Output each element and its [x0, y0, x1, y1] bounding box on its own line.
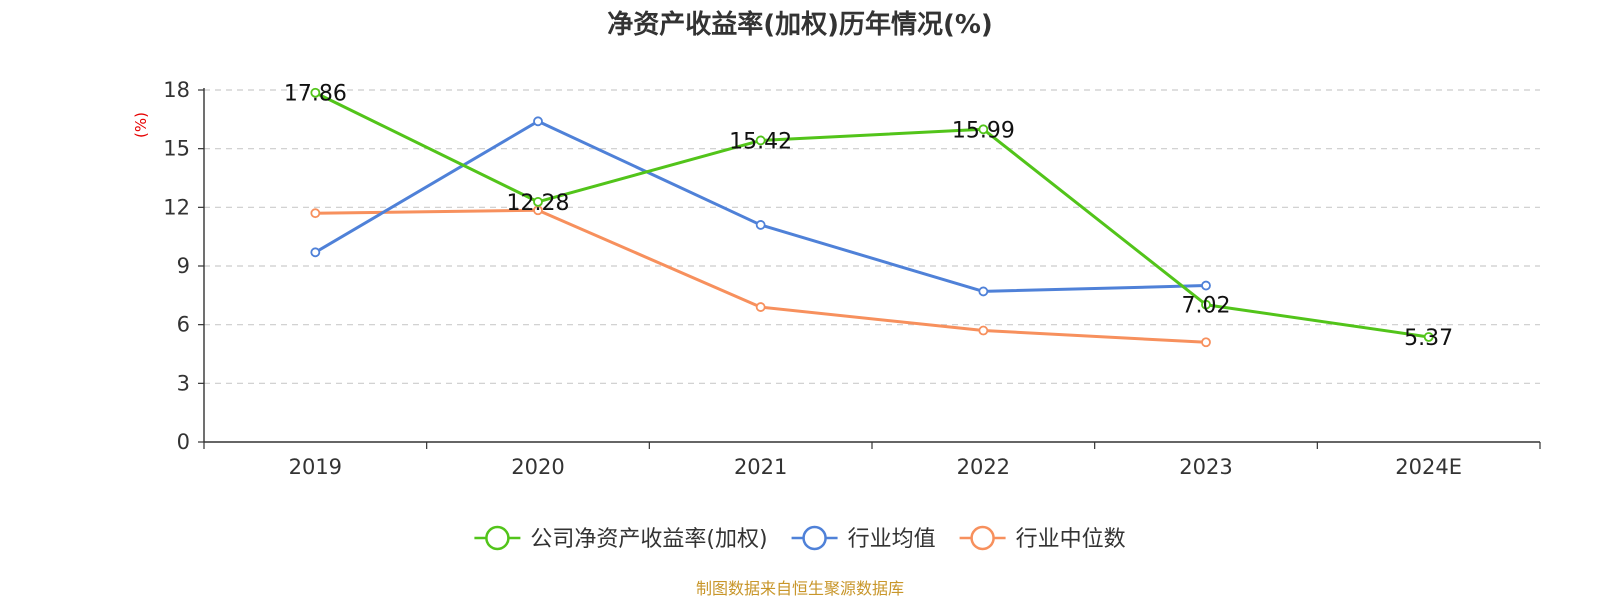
series-line	[315, 208, 1207, 344]
legend-item[interactable]: 公司净资产收益率(加权)	[474, 525, 768, 552]
data-point[interactable]	[978, 124, 989, 135]
legend[interactable]: 公司净资产收益率(加权) 行业均值 行业中位数	[474, 525, 1126, 552]
data-label: 12.28	[507, 191, 570, 216]
data-label: 15.99	[952, 118, 1015, 143]
data-point[interactable]	[755, 220, 766, 230]
y-tick-label: 18	[163, 78, 190, 102]
y-axis-unit-label: (%)	[132, 112, 150, 138]
x-tick-label: 2023	[1179, 455, 1232, 479]
data-label: 7.02	[1182, 294, 1231, 319]
legend-item[interactable]: 行业均值	[791, 525, 936, 552]
x-tick-label: 2022	[957, 455, 1010, 479]
data-point[interactable]	[533, 196, 543, 207]
data-point[interactable]	[755, 135, 766, 146]
x-tick-label: 2024E	[1395, 455, 1462, 479]
data-point[interactable]	[978, 286, 989, 297]
data-point[interactable]	[1201, 280, 1211, 291]
y-tick-label: 12	[163, 195, 190, 219]
grid-lines	[204, 89, 1540, 384]
x-tick-label: 2020	[511, 455, 564, 479]
chart-title: 净资产收益率(加权)历年情况(%)	[607, 9, 993, 40]
data-point[interactable]	[1423, 332, 1434, 342]
series-line	[314, 91, 1429, 339]
legend-circle-icon	[802, 525, 827, 551]
data-point[interactable]	[310, 208, 321, 219]
data-labels: 17.86 12.28 15.42 15.99 7.02 5.37	[284, 82, 1453, 351]
y-tick-label: 9	[177, 254, 190, 278]
legend-label: 行业中位数	[1016, 527, 1126, 552]
y-tick-label: 3	[177, 371, 190, 395]
series-0	[310, 87, 1434, 342]
x-tick-label: 2019	[289, 455, 342, 479]
data-label: 17.86	[284, 82, 347, 107]
data-point[interactable]	[1201, 337, 1211, 348]
footer-source-text: 制图数据来自恒生聚源数据库	[696, 579, 904, 598]
data-point[interactable]	[310, 87, 321, 98]
y-tick-label: 6	[177, 313, 190, 337]
legend-item[interactable]: 行业中位数	[959, 525, 1126, 552]
legend-circle-icon	[485, 525, 510, 551]
data-point[interactable]	[310, 247, 321, 258]
x-tick-label: 2021	[734, 455, 787, 479]
data-label: 15.42	[729, 129, 792, 154]
y-tick-label: 0	[177, 430, 190, 454]
series-lines	[310, 87, 1434, 348]
legend-label: 行业均值	[848, 527, 936, 552]
y-tick-label: 15	[163, 137, 190, 161]
data-label: 5.37	[1404, 326, 1453, 351]
legend-circle-icon	[970, 525, 995, 551]
data-point[interactable]	[1201, 299, 1211, 310]
series-2	[310, 205, 1211, 348]
data-point[interactable]	[978, 325, 989, 336]
axes: 0 3 6 9 12 15 18 2019 2020 2021 2022 2023 2024E	[163, 78, 1541, 479]
data-point[interactable]	[755, 302, 766, 312]
legend-label: 公司净资产收益率(加权)	[530, 527, 767, 552]
data-point[interactable]	[533, 116, 543, 127]
